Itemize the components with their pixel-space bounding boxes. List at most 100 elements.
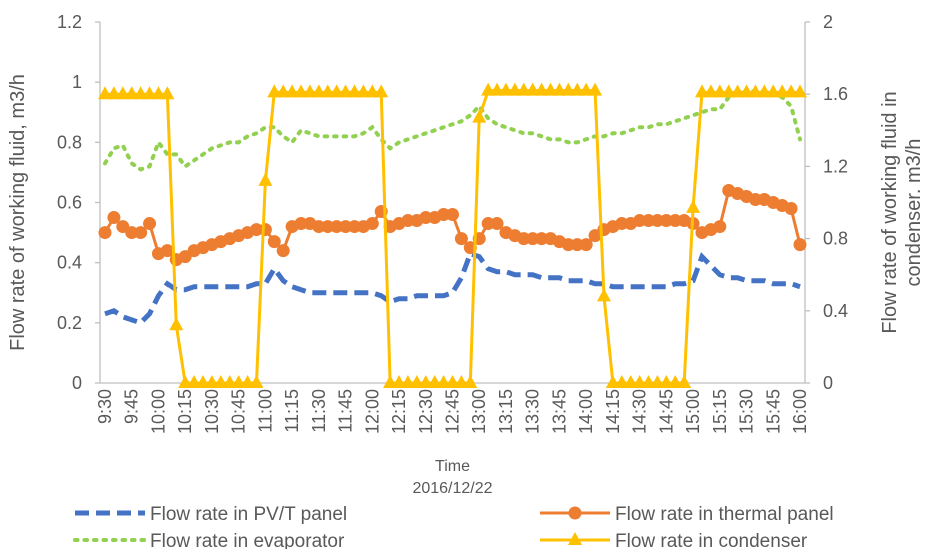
series-marker [793,238,807,252]
series-marker [739,84,754,98]
series-marker [686,199,701,213]
y-tick-label: 0 [72,373,82,393]
series-marker [276,244,290,258]
series-marker [338,84,353,98]
y2-tick-label: 0.8 [823,229,848,249]
series-marker [311,84,326,98]
series-marker [694,84,709,98]
series-marker [124,86,139,100]
series-marker [142,86,157,100]
y-tick-label: 0.6 [57,193,82,213]
x-tick-label: 11:15 [282,389,302,433]
legend-label: Flow rate in thermal panel [615,504,834,525]
series-marker [204,375,219,388]
series-marker [347,84,362,98]
series-marker [419,211,433,225]
legend-marker [568,506,582,520]
series-marker [748,192,762,206]
series-marker [784,202,798,216]
x-tick-label: 15:15 [710,389,730,434]
series-marker [249,223,263,237]
x-tick-label: 11:45 [336,389,356,433]
series-marker [320,84,335,98]
series-marker [650,375,665,388]
series-marker [775,84,790,98]
series-marker [526,232,540,246]
series-marker [633,214,647,228]
series-marker [668,214,682,228]
legend-label: Flow rate in condenser [615,531,808,549]
series-marker [517,232,531,246]
series-marker [392,375,407,388]
x-tick-label: 11:00 [255,389,275,433]
series-marker [222,375,237,388]
series-marker [409,375,424,388]
series-marker [659,214,673,228]
series-marker [143,217,157,231]
series-marker [330,220,344,234]
x-tick-label: 12:45 [443,389,463,434]
series-marker [535,232,549,246]
series-marker [481,217,495,231]
series-marker [596,288,611,302]
series-marker [115,86,130,100]
series-marker [498,82,513,96]
series-marker [490,82,505,96]
series-marker [570,82,585,96]
x-tick-label: 9:30 [95,389,115,424]
series-marker [240,375,255,388]
series-marker [793,84,807,98]
x-tick-label: 10:45 [229,389,249,434]
series-marker [187,375,202,388]
series-marker [302,84,317,98]
x-tick-label: 14:15 [603,389,623,434]
series-marker [712,84,727,98]
y2-tick-label: 1.2 [823,156,848,176]
series-marker [507,82,522,96]
series-marker [427,375,442,388]
series-marker [454,232,468,246]
series-marker [294,84,309,98]
series-marker [481,82,496,96]
series-marker [561,238,575,252]
series-marker [570,238,584,252]
series-marker [98,86,112,100]
series-marker [106,86,121,100]
legend-marker [568,532,582,545]
x-axis-title: Time [435,458,470,475]
series-marker [703,84,718,98]
series-marker [356,84,371,98]
series-marker [401,214,415,228]
series-marker [757,84,772,98]
y2-tick-label: 0 [823,373,833,393]
series-marker [525,82,540,96]
x-tick-label: 10:00 [148,389,168,434]
series-marker [677,375,692,388]
series-marker [107,211,121,225]
y2-axis-title: condenser. m3/h [903,139,925,287]
x-tick-label: 10:15 [175,389,195,434]
x-tick-label: 14:00 [576,389,596,434]
series-marker [642,214,656,228]
y-axis-title: Flow rate of working fluid, m3/h [7,74,29,351]
series-marker [160,244,174,258]
series-marker [339,220,353,234]
series-marker [213,375,228,388]
series-marker [400,375,415,388]
series-marker [347,220,361,234]
y-tick-label: 0.8 [57,132,82,152]
series-marker [552,82,567,96]
series-marker [374,84,389,98]
series-marker [623,375,638,388]
x-tick-label: 9:45 [122,389,142,424]
series-marker [472,109,487,123]
series-marker [784,84,799,98]
x-tick-label: 13:45 [549,389,569,434]
legend-label: Flow rate in PV/T panel [150,504,347,525]
series-marker [133,86,148,100]
series-marker [365,84,380,98]
x-tick-label: 12:30 [416,389,436,434]
y-tick-label: 1 [72,72,82,92]
series-marker [490,217,504,231]
